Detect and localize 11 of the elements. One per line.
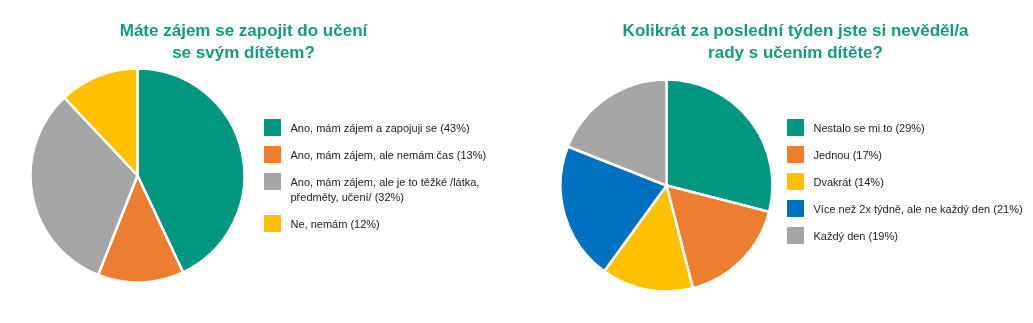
legend-label: Každý den (19%): [813, 229, 898, 242]
legend-label: Více než 2x týdně, ale ne každý den (21%): [813, 202, 1023, 215]
legend-label: Jednou (17%): [813, 148, 882, 161]
legend-label: Nestalo se mi to (29%): [813, 121, 925, 134]
legend-label: Ano, mám zájem a zapojuji se (43%): [290, 121, 470, 134]
legend-label: Dvakrát (14%): [813, 175, 884, 188]
legend-label: Ano, mám zájem, ale je to těžké /látka, předměty, učení/ (32%): [290, 175, 480, 203]
chart-title: Máte zájem se zapojit do učení se svým dítětem?: [119, 21, 369, 62]
chart-title: Kolikrát za poslední týden jste si nevěděl/a rady s učením dítěte?: [622, 21, 969, 62]
legend-label: Ano, mám zájem, ale nemám čas (13%): [290, 148, 487, 161]
legend-label: Ne, nemám (12%): [290, 217, 380, 230]
